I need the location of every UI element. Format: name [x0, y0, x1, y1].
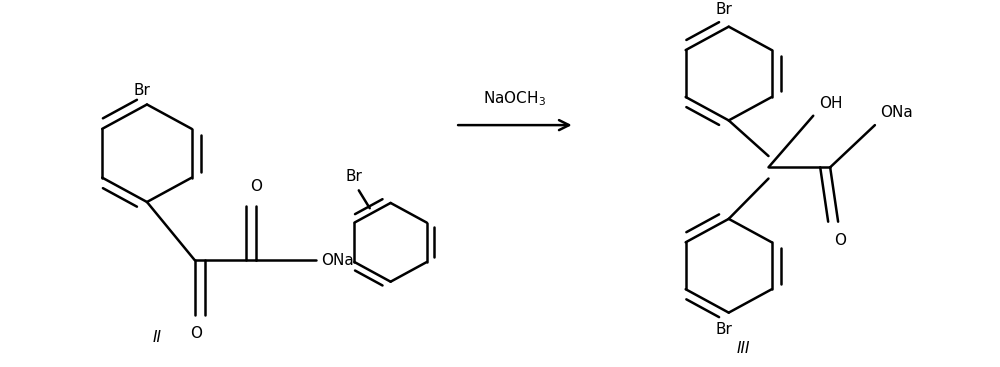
Text: Br: Br	[715, 2, 732, 17]
Text: II: II	[152, 330, 161, 345]
Text: O: O	[834, 233, 846, 248]
Text: Br: Br	[345, 169, 362, 184]
Text: Br: Br	[134, 83, 150, 98]
Text: III: III	[737, 341, 750, 356]
Text: OH: OH	[819, 96, 843, 111]
Text: O: O	[250, 179, 262, 195]
Text: Br: Br	[715, 322, 732, 337]
Text: ONa: ONa	[880, 105, 913, 120]
Text: O: O	[190, 326, 202, 341]
Text: ONa: ONa	[321, 252, 354, 268]
Text: NaOCH$_3$: NaOCH$_3$	[483, 90, 546, 108]
